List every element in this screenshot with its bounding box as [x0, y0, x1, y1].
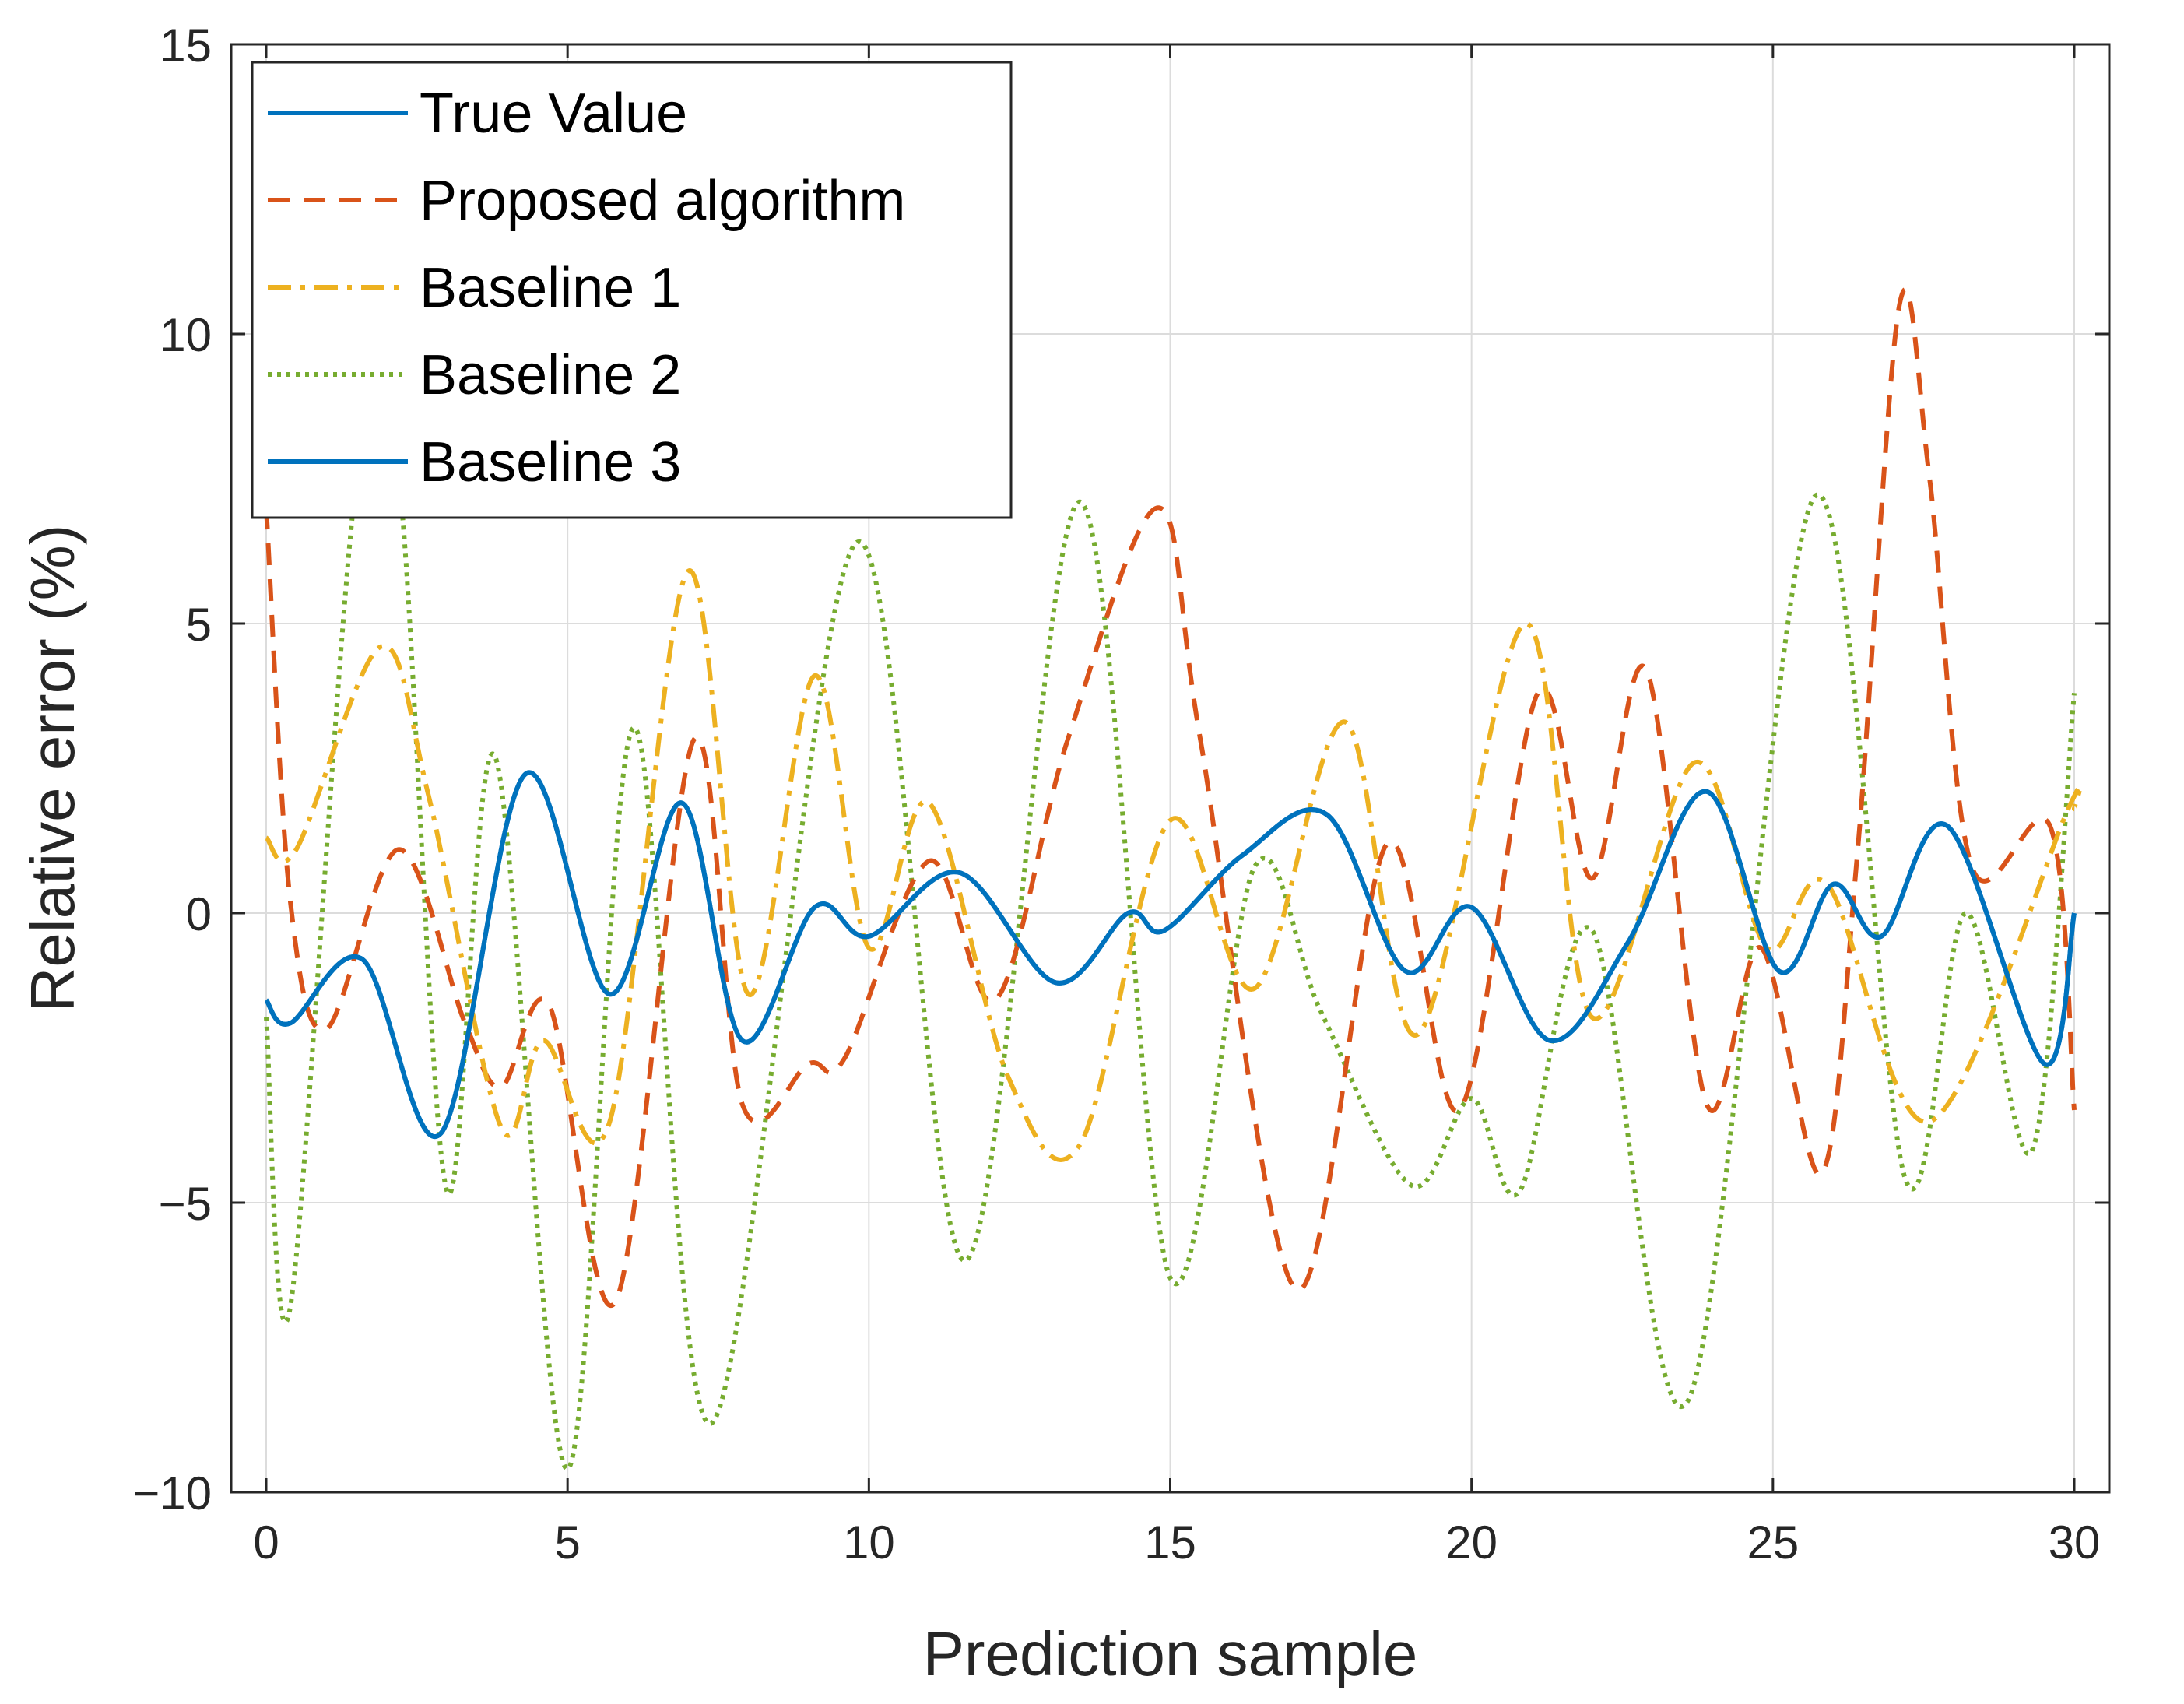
x-axis-title: Prediction sample — [923, 1619, 1418, 1688]
y-tick-label: 0 — [186, 888, 212, 940]
legend: True Value Proposed algorithm Baseline 1 Ba… — [251, 61, 1013, 519]
x-tick-label: 25 — [1747, 1516, 1799, 1569]
y-axis-title: Relative error (%) — [18, 525, 87, 1013]
legend-label-baseline-3: Baseline 3 — [420, 431, 681, 494]
series-line-baseline-2 — [264, 380, 2077, 1472]
y-tick-label: −10 — [132, 1467, 212, 1520]
x-tick-label: 15 — [1144, 1516, 1196, 1569]
y-tick-label: −5 — [159, 1178, 212, 1230]
legend-label-proposed-algorithm: Proposed algorithm — [420, 170, 905, 232]
y-tick-label: 10 — [160, 309, 212, 361]
x-tick-label: 5 — [554, 1516, 580, 1569]
series-line-proposed-algorithm — [264, 287, 2077, 1308]
legend-label-baseline-2: Baseline 2 — [420, 344, 681, 406]
y-tick-labels: −10 −5 0 5 10 15 — [132, 19, 212, 1520]
series-group — [264, 287, 2083, 1472]
series-line-baseline-3 — [264, 770, 2077, 1139]
legend-label-true-value: True Value — [420, 83, 687, 145]
x-tick-label: 0 — [253, 1516, 279, 1569]
x-tick-label: 30 — [2049, 1516, 2101, 1569]
legend-label-baseline-1: Baseline 1 — [420, 257, 681, 319]
legend-box — [251, 61, 1013, 519]
x-tick-label: 10 — [843, 1516, 895, 1569]
y-tick-label: 15 — [160, 19, 212, 72]
x-tick-labels: 0 5 10 15 20 25 30 — [253, 1516, 2100, 1569]
x-tick-label: 20 — [1445, 1516, 1498, 1569]
tick-marks — [231, 43, 2109, 1494]
y-tick-label: 5 — [186, 599, 212, 651]
